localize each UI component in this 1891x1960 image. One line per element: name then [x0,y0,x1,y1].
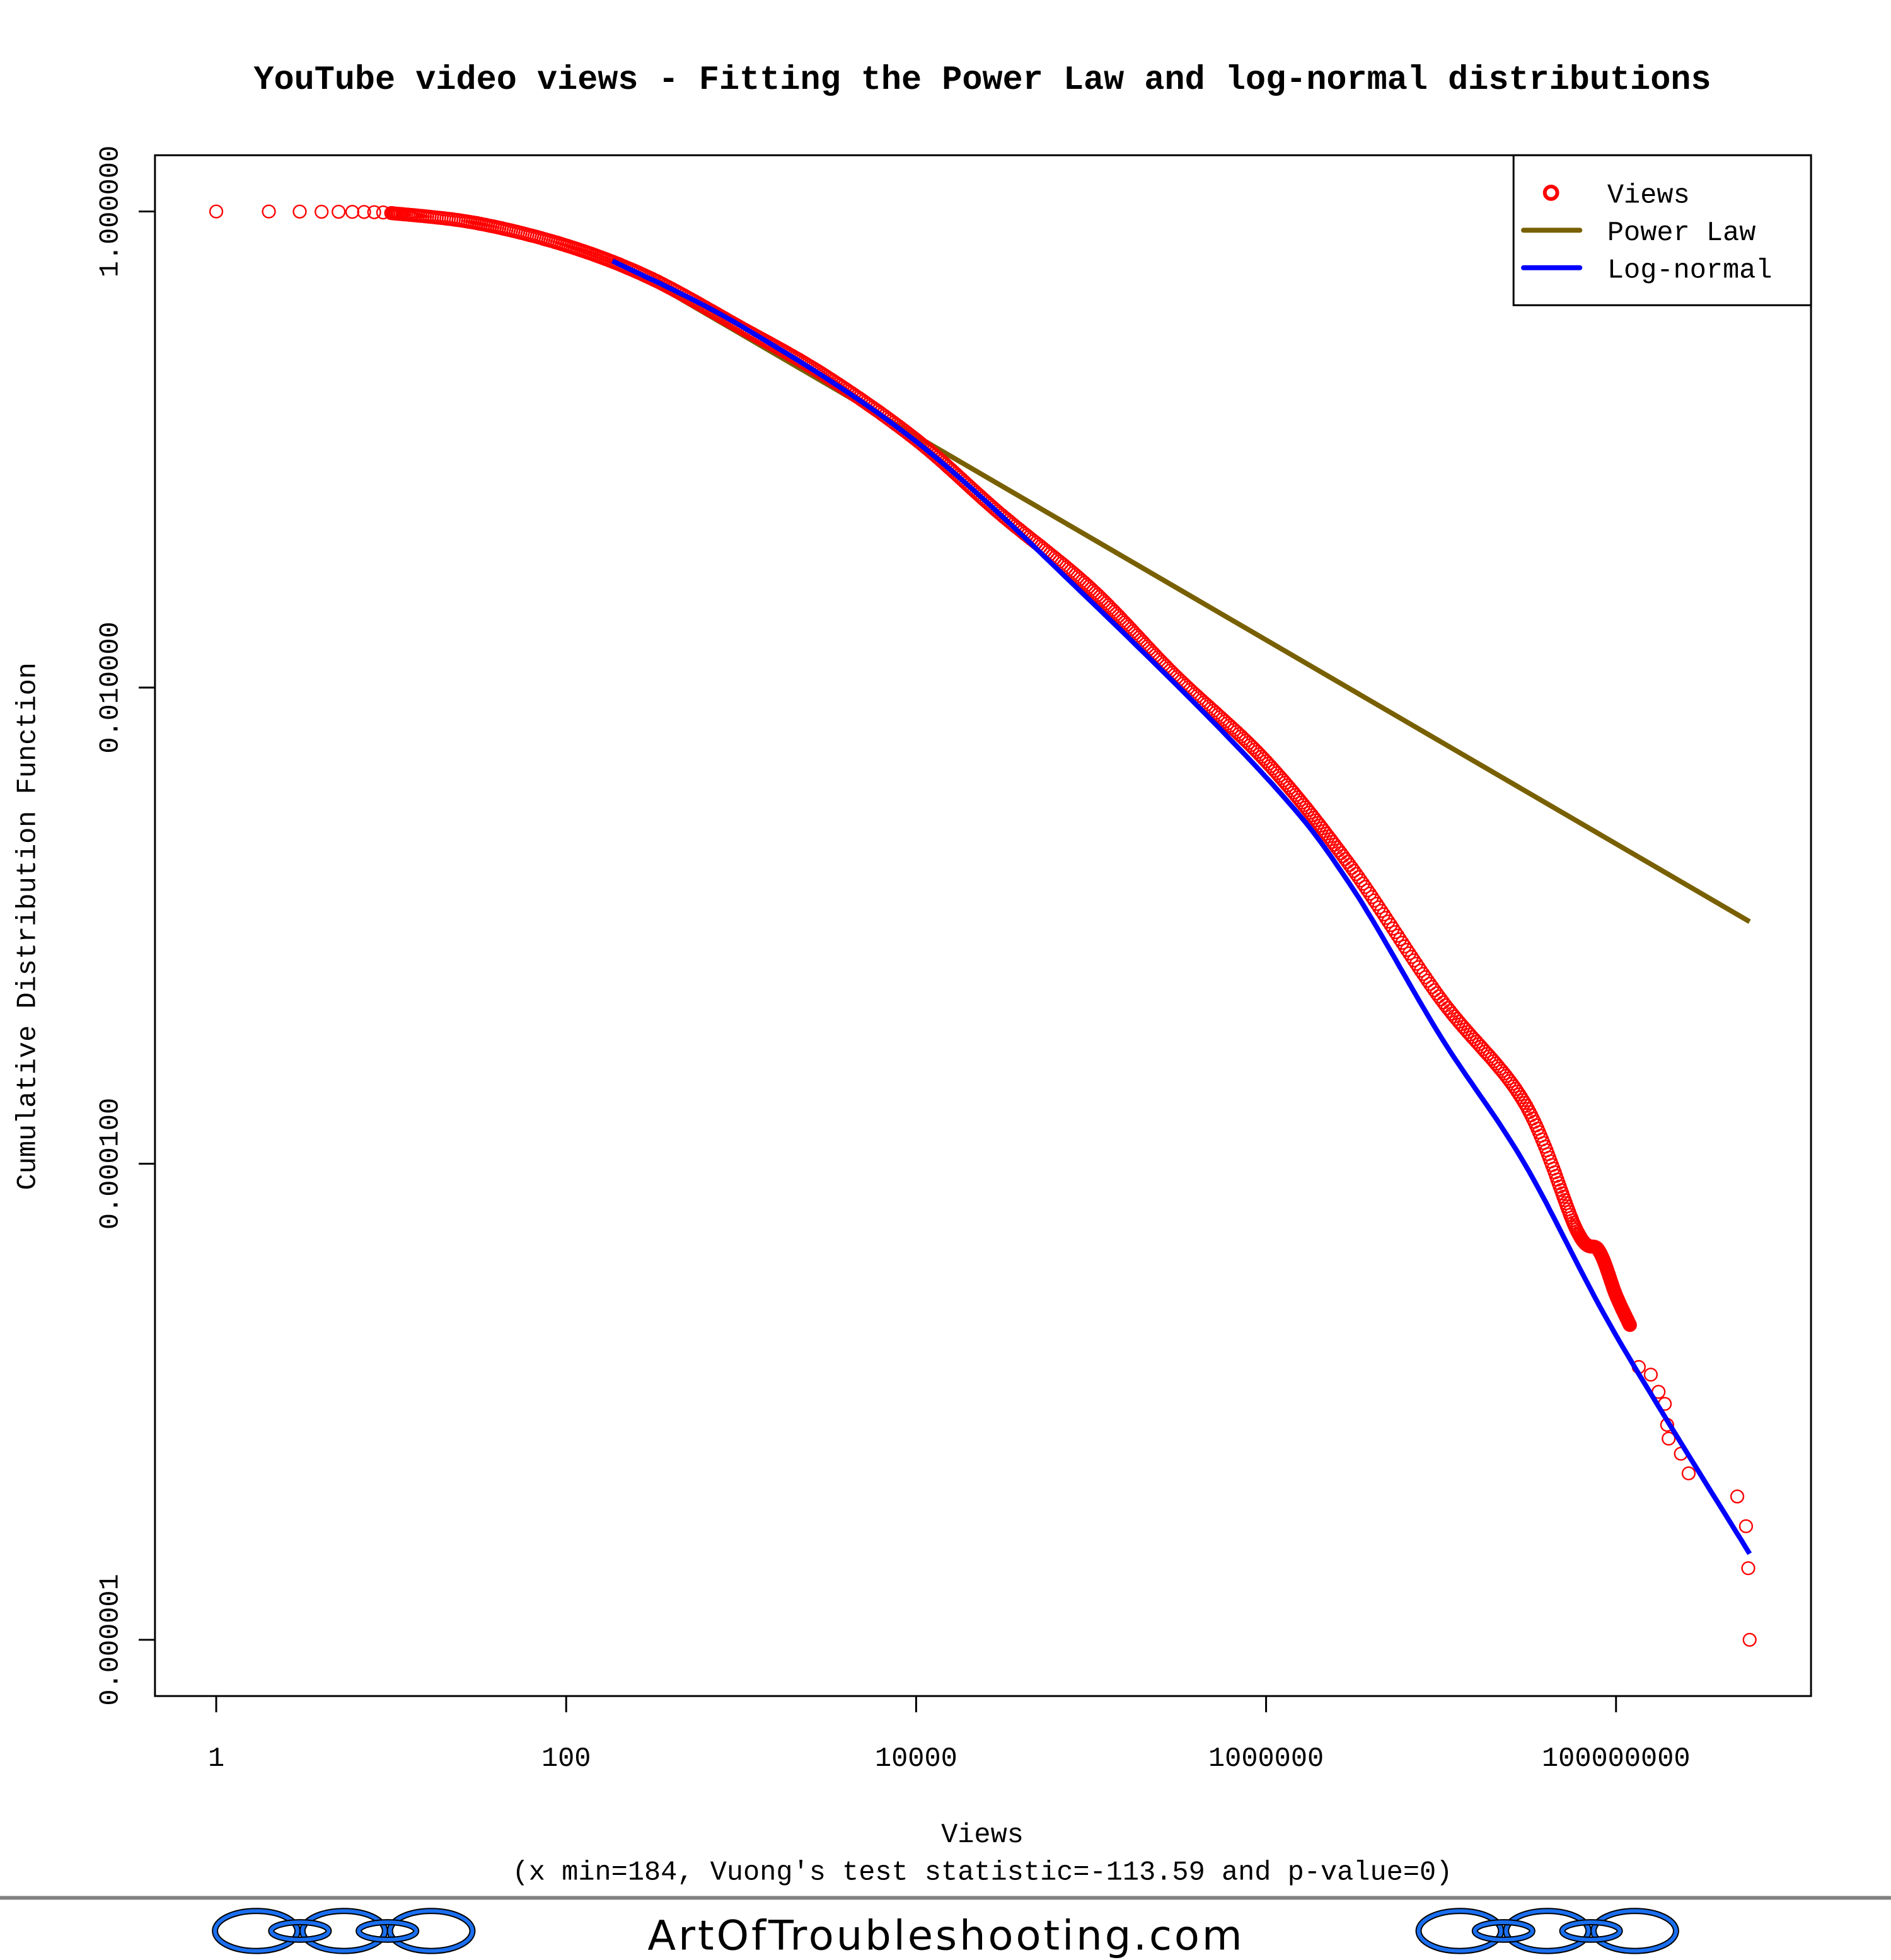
views-point [1738,1519,1754,1533]
x-tick-label: 10000 [875,1744,957,1775]
views-point [1643,1368,1658,1382]
views-point [1681,1466,1696,1480]
chain-icon [1415,1908,1679,1954]
chain-link [1592,1909,1678,1953]
views-point [357,205,371,219]
views-point [1622,1318,1637,1332]
legend-views-label: Views [1607,181,1690,212]
x-axis-label: Views [941,1820,1024,1851]
views-point [367,205,381,219]
chart-title: YouTube video views - Fitting the Power … [253,61,1711,100]
views-point [1402,946,1416,960]
chain-link [357,1920,419,1942]
y-tick-label: 0.010000 [95,621,126,753]
x-tick-label: 100 [541,1744,591,1775]
legend: Views Power Law Log-normal [1512,154,1812,306]
log-normal-line [611,258,1752,1555]
views-point [1742,1632,1757,1647]
x-tick-label: 100000000 [1542,1744,1691,1775]
chain-link [388,1909,475,1953]
views-point [1384,918,1398,932]
views-point [1374,904,1389,918]
footer-site-name: ArtOfTroubleshooting.com [647,1912,1244,1960]
chain-icon [212,1908,476,1954]
y-tick-label: 0.000100 [95,1098,126,1230]
legend-log-normal-label: Log-normal [1607,256,1772,287]
views-point [1730,1489,1745,1504]
chain-link [1504,1909,1591,1953]
views-point [1379,911,1393,925]
views-point [1377,907,1391,922]
views-point [1385,921,1400,936]
y-axis: 1.000000 0.010000 0.000100 0.000001 [95,146,155,1706]
x-axis-subtitle: (x min=184, Vuong's test statistic=-113.… [512,1858,1453,1889]
views-point [1388,925,1402,940]
views-point [1369,897,1384,911]
views-point [1399,943,1414,957]
footer-divider [0,1896,1891,1900]
views-point [1662,1431,1676,1446]
views-point [1404,950,1419,964]
views-point [1381,914,1396,929]
views-point [262,204,276,219]
chain-link [269,1920,331,1942]
views-point [1397,939,1412,954]
views-point [209,204,224,219]
views-point [1391,928,1405,943]
views-point [1372,900,1386,914]
legend-power-law-label: Power Law [1607,218,1756,249]
views-point [332,204,346,219]
x-tick-label: 1000000 [1208,1744,1324,1775]
chain-link [1472,1920,1534,1942]
views-point [292,204,307,219]
legend-views-marker [1542,184,1559,201]
chain-link [1416,1909,1503,1953]
views-point [1409,957,1424,971]
log-normal-series [611,258,1752,1555]
views-point [1367,893,1382,908]
views-point [1392,932,1408,947]
views-point [1407,953,1421,967]
views-point [1365,890,1379,904]
chain-link [1560,1920,1622,1942]
chain-link [300,1909,387,1953]
chain-link [213,1909,299,1953]
plot-frame [154,154,1812,1697]
views-point [1741,1561,1755,1576]
views-point [1395,935,1409,950]
y-tick-label: 0.000001 [95,1574,126,1705]
x-axis: 1 100 10000 1000000 100000000 [208,1696,1691,1775]
views-point [315,204,329,219]
y-tick-label: 1.000000 [95,146,126,277]
x-tick-label: 1 [208,1744,224,1775]
y-axis-label: Cumulative Distribution Function [13,662,44,1190]
views-point [1363,886,1377,901]
